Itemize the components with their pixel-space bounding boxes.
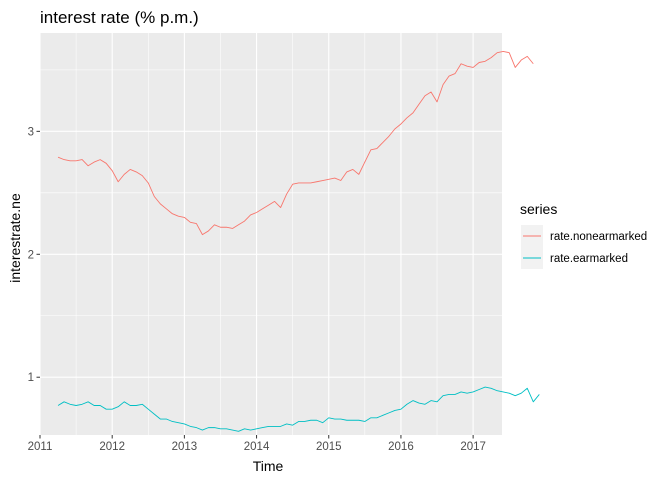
plot-panel — [40, 33, 502, 435]
x-tick-label: 2015 — [316, 441, 342, 453]
x-axis-title: Time — [253, 458, 284, 474]
x-tick-label: 2013 — [172, 441, 198, 453]
x-tick-label: 2014 — [244, 441, 270, 453]
series-line-rate-earmarked — [57, 386, 540, 432]
y-tick-label: 3 — [28, 126, 34, 138]
y-axis-title: interestrate.ne — [7, 193, 23, 283]
chart-title: interest rate (% p.m.) — [40, 8, 199, 27]
series-line-rate-nonearmarked — [57, 50, 534, 236]
x-tick-label: 2016 — [388, 441, 414, 453]
grid-lines — [39, 33, 502, 435]
y-tick-label: 2 — [28, 249, 34, 261]
x-axis: 2011 2012 2013 2014 2015 2016 2017 — [28, 435, 486, 453]
y-axis: 1 2 3 — [28, 126, 40, 384]
legend-label-rate-nonearmarked: rate.nonearmarked — [550, 231, 647, 243]
x-tick-label: 2012 — [99, 441, 125, 453]
legend-label-rate-earmarked: rate.earmarked — [550, 253, 628, 265]
series-lines — [57, 50, 540, 432]
legend: series rate.nonearmarked rate.earmarked — [520, 201, 647, 269]
y-tick-label: 1 — [28, 372, 34, 384]
x-tick-label: 2017 — [460, 441, 486, 453]
legend-title: series — [520, 201, 557, 217]
x-tick-label: 2011 — [28, 441, 53, 453]
